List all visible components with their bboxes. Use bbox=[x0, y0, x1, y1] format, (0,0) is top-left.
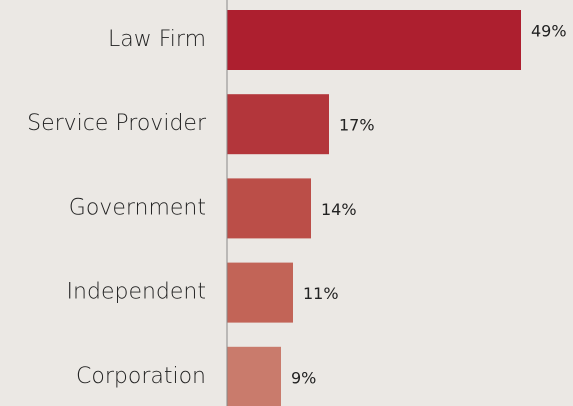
category-label: Independent bbox=[67, 280, 206, 305]
bar bbox=[227, 94, 329, 155]
category-label: Service Provider bbox=[27, 111, 207, 136]
bar bbox=[227, 178, 311, 239]
bar bbox=[227, 346, 281, 406]
value-label: 14% bbox=[321, 200, 357, 219]
value-label: 11% bbox=[303, 284, 339, 303]
value-label: 9% bbox=[291, 368, 316, 387]
category-label: Corporation bbox=[76, 364, 206, 389]
category-label: Law Firm bbox=[108, 27, 206, 52]
bar bbox=[227, 10, 521, 70]
value-label: 49% bbox=[531, 22, 567, 41]
bar bbox=[227, 262, 293, 323]
value-label: 17% bbox=[339, 116, 375, 135]
category-label: Government bbox=[69, 195, 206, 220]
